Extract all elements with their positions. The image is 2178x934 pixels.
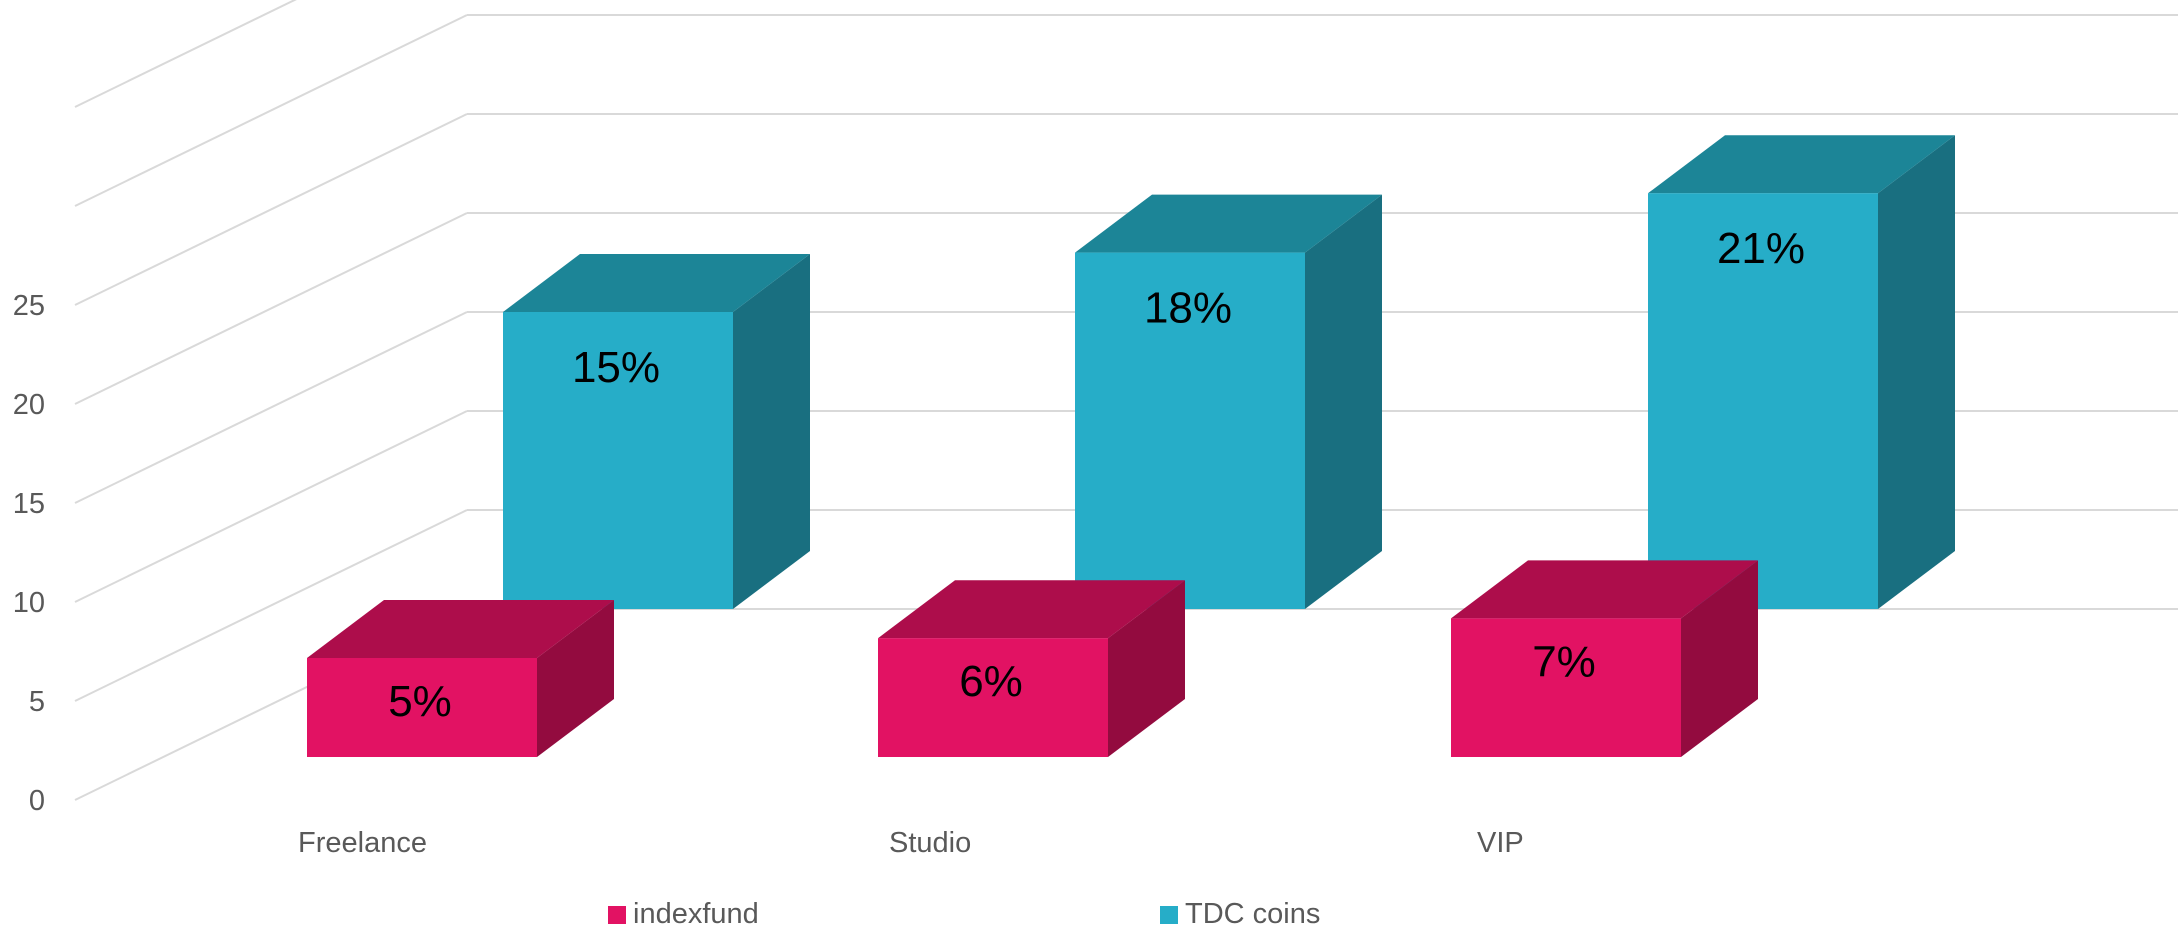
data-label: 15% [572, 343, 660, 392]
bar-front-face [307, 658, 537, 757]
data-label: 5% [388, 677, 452, 726]
bar-top-face [1648, 135, 1955, 194]
gridline-side [74, 311, 468, 504]
bar-front-face [1648, 193, 1878, 609]
bar-top-face [307, 600, 614, 658]
y-axis: 0 5 10 15 20 25 [13, 290, 45, 817]
bar-side-face [537, 600, 614, 757]
bar-top-face [878, 580, 1185, 639]
gridline-side [74, 14, 468, 207]
gridline-side [74, 212, 468, 405]
y-tick-label: 10 [13, 587, 45, 619]
bar-tdc-coins: 18% [1075, 194, 1382, 609]
bar-indexfund: 7% [1451, 560, 1758, 757]
x-category-label: Studio [889, 827, 971, 859]
x-category-label: Freelance [298, 827, 427, 859]
bar-top-face [1451, 560, 1758, 619]
gridline-side [74, 113, 468, 306]
bar-indexfund: 6% [878, 580, 1185, 757]
gridline-side [74, 410, 468, 603]
bar-side-face [1878, 135, 1955, 609]
bar-indexfund: 5% [307, 600, 614, 757]
bar-front-face [1075, 252, 1305, 609]
bar-top-face [1075, 194, 1382, 253]
y-tick-label: 25 [13, 290, 45, 322]
y-tick-label: 5 [29, 686, 45, 718]
bar-front-face [1451, 618, 1681, 757]
bar-front-face [503, 312, 733, 609]
data-label: 6% [959, 657, 1023, 706]
bar-side-face [1108, 580, 1185, 757]
bar-side-face [1681, 560, 1758, 757]
gridline-side [74, 509, 468, 702]
bar-tdc-coins: 21% [1648, 135, 1955, 609]
bar-front-face [878, 638, 1108, 757]
legend-item-indexfund: indexfund [608, 898, 759, 931]
y-tick-label: 20 [13, 389, 45, 421]
data-label: 21% [1717, 224, 1805, 273]
bar-side-face [733, 254, 810, 609]
legend-label-indexfund: indexfund [633, 898, 759, 930]
bar-top-face [503, 254, 810, 312]
legend-swatch-tdc-coins [1160, 905, 1178, 924]
bar-tdc-coins: 15% [503, 254, 810, 609]
data-label: 7% [1532, 637, 1596, 686]
bars: 15% 18% 21% 5% 6% 7% [307, 135, 1955, 757]
y-tick-label: 0 [29, 785, 45, 817]
gridline-side [74, 0, 297, 108]
x-axis: Freelance Studio VIP [298, 827, 1524, 859]
legend-label-tdc-coins: TDC coins [1185, 898, 1321, 930]
y-tick-label: 15 [13, 488, 45, 520]
legend: indexfund TDC coins [0, 896, 2178, 934]
x-category-label: VIP [1477, 827, 1524, 859]
data-label: 18% [1144, 284, 1232, 333]
legend-item-tdc-coins: TDC coins [1160, 898, 1320, 931]
legend-swatch-indexfund [608, 905, 626, 924]
bar-side-face [1305, 194, 1382, 609]
